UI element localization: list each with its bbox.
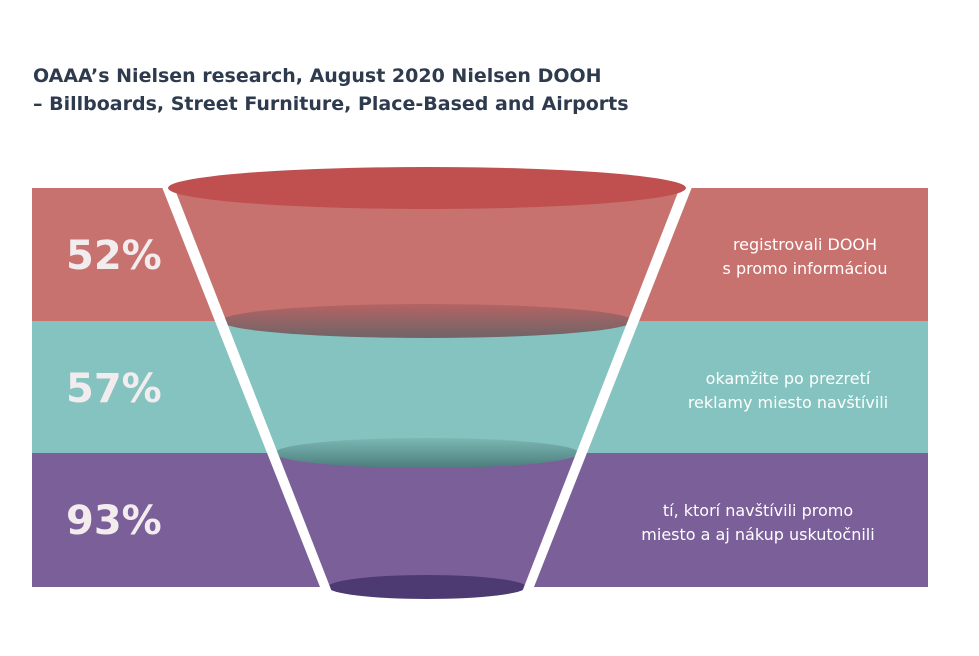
funnel-top [168,167,686,209]
stage-band [32,321,928,453]
title-line: OAAA’s Nielsen research, August 2020 Nie… [33,65,602,87]
funnel-edge [522,182,694,592]
stage-description: reklamy miesto navštívili [688,393,888,412]
title-line: – Billboards, Street Furniture, Place-Ba… [33,93,629,115]
funnel-bottom [328,575,526,599]
stage-description: okamžite po prezretí [706,369,871,388]
stage-description: miesto a aj nákup uskutočnili [641,525,874,544]
stage-value: 52% [66,233,162,279]
stage-description: s promo informáciou [723,259,888,278]
funnel-ring [221,304,633,338]
stage-band [32,453,928,587]
stage-value: 93% [66,498,162,544]
funnel-edge [160,182,332,592]
stage-description: registrovali DOOH [733,235,877,254]
stage-description: tí, ktorí navštívili promo [663,501,853,520]
funnel-ring [275,438,579,468]
stage-value: 57% [66,366,162,412]
